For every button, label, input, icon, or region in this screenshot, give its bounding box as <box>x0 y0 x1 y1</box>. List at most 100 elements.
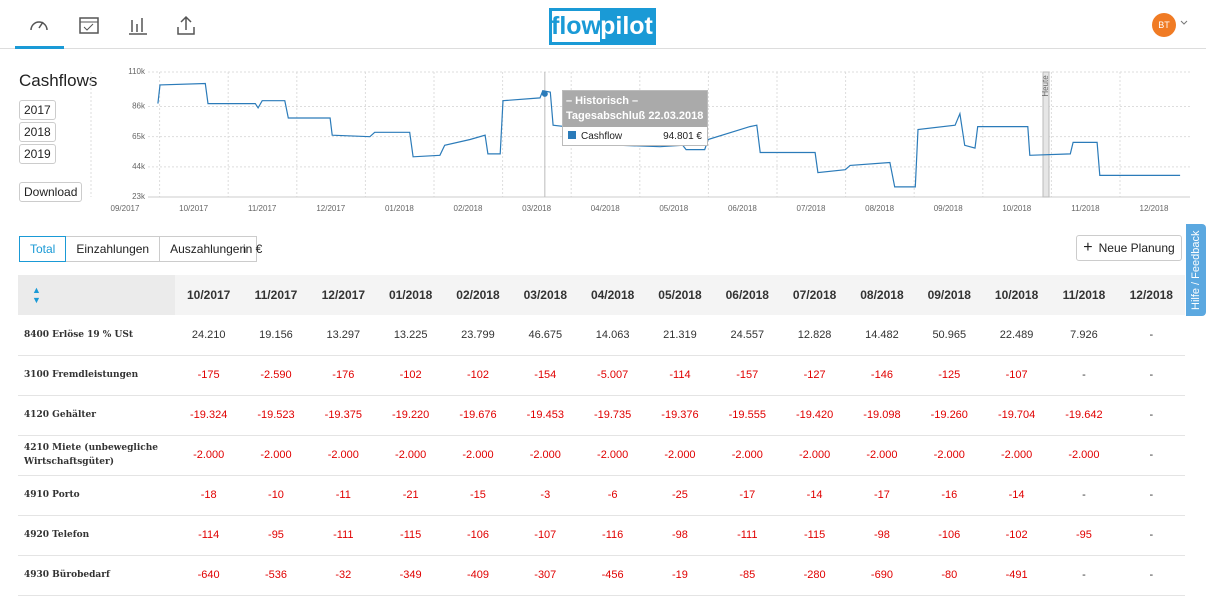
cell: -14 <box>982 475 1051 516</box>
tooltip-swatch <box>568 131 576 139</box>
active-indicator <box>15 46 64 49</box>
column-header: 03/2018 <box>511 275 579 315</box>
cell: -18 <box>175 475 243 516</box>
cell: -17 <box>848 475 916 516</box>
column-header: 11/2018 <box>1050 275 1118 315</box>
cashflow-table: ▲ ▼ 10/2017 11/2017 12/2017 01/2018 02/2018 03/… <box>18 275 1185 596</box>
cell: -19.375 <box>309 395 377 436</box>
column-header: 06/2018 <box>713 275 781 315</box>
table-row: 4920 Telefon -114 -95 -111 -115 -106 -107 -116-… <box>18 515 1185 556</box>
x-tick-label: 01/2018 <box>385 204 414 213</box>
x-tick-label: 11/2017 <box>248 204 277 213</box>
download-button[interactable]: Download <box>19 182 83 202</box>
tooltip-header: – Historisch – Tagesabschluß 22.03.2018 <box>563 91 707 127</box>
year-button[interactable]: 2017 <box>19 100 56 120</box>
cell: -19.376 <box>646 395 714 436</box>
row-label: 4210 Miete (unbewegliche Wirtschaftsgüte… <box>18 435 175 476</box>
cell: -2.590 <box>242 355 310 396</box>
column-header: 12/2018 <box>1117 275 1185 315</box>
cell: -19.735 <box>578 395 647 436</box>
sort-header[interactable]: ▲ ▼ <box>18 275 175 315</box>
row-label: 3100 Fremdleistungen <box>18 355 175 396</box>
cell: - <box>1117 355 1185 396</box>
feedback-tab[interactable]: Hilfe / Feedback <box>1186 224 1206 316</box>
tabs: Total Einzahlungen Auszahlungen <box>19 236 258 262</box>
export-icon[interactable] <box>175 14 197 36</box>
avatar-caret[interactable] <box>1180 20 1188 26</box>
tab[interactable]: Auszahlungen <box>159 236 258 262</box>
cell: -116 <box>578 515 647 556</box>
row-label: 4920 Telefon <box>18 515 175 556</box>
cell: -21 <box>376 475 445 516</box>
x-tick-label: 09/2017 <box>111 204 140 213</box>
cell: 12.828 <box>780 315 849 356</box>
cell: -5.007 <box>578 355 647 396</box>
cell: - <box>1117 315 1185 356</box>
row-label: 8400 Erlöse 19 % USt <box>18 315 175 356</box>
cell: -2.000 <box>578 435 647 476</box>
cell: 7.926 <box>1050 315 1118 356</box>
cell: -175 <box>175 355 243 396</box>
x-tick-label: 03/2018 <box>522 204 551 213</box>
cell: -98 <box>848 515 916 556</box>
cell: -115 <box>780 515 849 556</box>
y-tick-label: 65k <box>132 132 146 141</box>
calendar-icon[interactable] <box>78 14 100 36</box>
x-tick-label: 05/2018 <box>659 204 688 213</box>
cell: -409 <box>444 555 512 596</box>
cell: -19.523 <box>242 395 310 436</box>
header-row: ▲ ▼ 10/2017 11/2017 12/2017 01/2018 02/2018 03/… <box>18 275 1185 315</box>
new-planning-label: Neue Planung <box>1098 241 1175 255</box>
cell: -19.642 <box>1050 395 1118 436</box>
tooltip-series-name: Cashflow <box>581 131 623 142</box>
row-label: 4910 Porto <box>18 475 175 516</box>
y-tick-label: 44k <box>132 162 146 171</box>
tab[interactable]: Einzahlungen <box>65 236 161 262</box>
cell: -176 <box>309 355 377 396</box>
table-row: 8400 Erlöse 19 % USt 24.210 19.156 13.297 13… <box>18 315 1185 356</box>
avatar[interactable]: BT <box>1152 13 1176 37</box>
cell: -25 <box>646 475 714 516</box>
cell: -2.000 <box>511 435 579 476</box>
cell: -16 <box>915 475 983 516</box>
new-planning-button[interactable]: + Neue Planung <box>1076 235 1182 261</box>
x-tick-label: 09/2018 <box>934 204 963 213</box>
column-header: 10/2017 <box>175 275 243 315</box>
cell: - <box>1117 555 1185 596</box>
cell: -32 <box>309 555 377 596</box>
table-row: 3100 Fremdleistungen -175 -2.590 -176 -102 -1… <box>18 355 1185 396</box>
tooltip: – Historisch – Tagesabschluß 22.03.2018 C… <box>562 90 708 146</box>
x-tick-label: 11/2018 <box>1071 204 1100 213</box>
cell: -491 <box>982 555 1051 596</box>
cell: 50.965 <box>915 315 983 356</box>
cell: -14 <box>780 475 849 516</box>
cell: -10 <box>242 475 310 516</box>
cell: -19.555 <box>713 395 781 436</box>
cell: -111 <box>309 515 377 556</box>
dashboard-icon[interactable] <box>28 14 50 36</box>
cell: 21.319 <box>646 315 714 356</box>
cell: -107 <box>511 515 579 556</box>
cell: -2.000 <box>1050 435 1118 476</box>
chart-icon[interactable] <box>127 14 149 36</box>
cell: -111 <box>713 515 781 556</box>
row-label: 4930 Bürobedarf <box>18 555 175 596</box>
cell: -125 <box>915 355 983 396</box>
logo[interactable]: flow pilot <box>549 8 656 45</box>
logo-left: flow <box>551 11 601 42</box>
cell: -2.000 <box>982 435 1051 476</box>
cell: -3 <box>511 475 579 516</box>
cell: -2.000 <box>309 435 377 476</box>
year-button[interactable]: 2018 <box>19 122 56 142</box>
tab[interactable]: Total <box>19 236 67 262</box>
x-tick-label: 04/2018 <box>591 204 620 213</box>
cell: -19.676 <box>444 395 512 436</box>
cell: 23.799 <box>444 315 512 356</box>
cell: - <box>1050 555 1118 596</box>
cell: -19.453 <box>511 395 579 436</box>
cell: -280 <box>780 555 849 596</box>
cell: -17 <box>713 475 781 516</box>
year-button[interactable]: 2019 <box>19 144 56 164</box>
tooltip-series: Cashflow <box>568 131 622 142</box>
cell: 24.557 <box>713 315 781 356</box>
